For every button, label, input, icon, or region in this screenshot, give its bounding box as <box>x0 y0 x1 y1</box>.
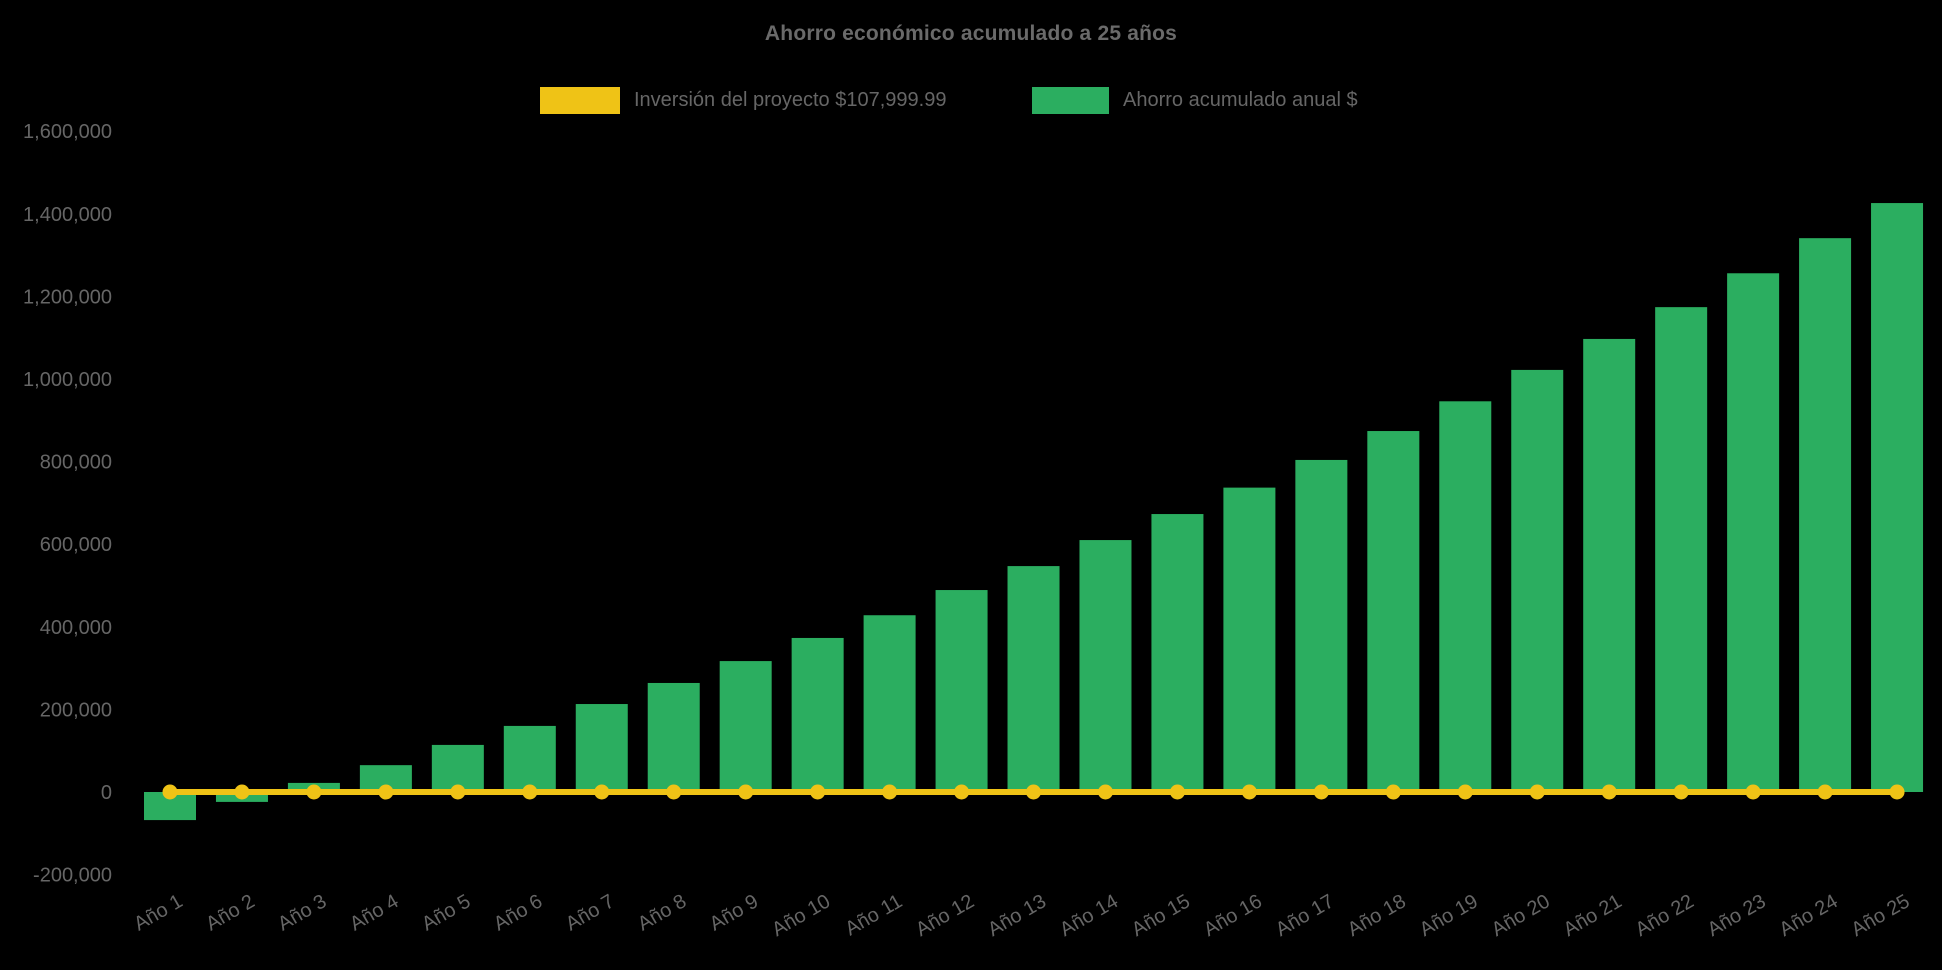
bar <box>935 590 988 792</box>
y-axis-tick-label: 200,000 <box>40 699 112 721</box>
x-axis-tick-label: Año 24 <box>1776 890 1842 941</box>
bar <box>647 682 700 792</box>
bar <box>1223 487 1276 792</box>
investment-line-marker <box>1601 784 1617 800</box>
investment-line-marker <box>1745 784 1761 800</box>
investment-line-marker <box>1457 784 1473 800</box>
x-axis-tick-label: Año 14 <box>1056 890 1122 941</box>
investment-line-marker <box>306 784 322 800</box>
legend-item-savings: Ahorro acumulado anual $ <box>1032 87 1358 114</box>
x-axis-tick-label: Año 13 <box>984 890 1050 941</box>
investment-line-marker <box>1889 784 1905 800</box>
bar <box>863 615 916 792</box>
y-axis-tick-label: 1,000,000 <box>23 369 112 391</box>
bar <box>431 744 484 792</box>
legend-label-savings: Ahorro acumulado anual $ <box>1123 89 1358 111</box>
bar <box>1871 203 1924 792</box>
bar <box>575 704 628 792</box>
x-axis-tick-label: Año 8 <box>634 890 690 935</box>
legend-swatch-investment-icon <box>540 87 620 114</box>
x-axis-tick-label: Año 5 <box>418 890 474 935</box>
investment-line-marker <box>1385 784 1401 800</box>
x-axis-tick-label: Año 17 <box>1272 890 1338 941</box>
x-axis-tick-label: Año 12 <box>912 890 978 941</box>
investment-line-marker <box>594 784 610 800</box>
bar <box>1007 566 1060 792</box>
x-axis-tick-label: Año 22 <box>1632 890 1698 941</box>
y-axis-tick-label: 600,000 <box>40 534 112 556</box>
chart-title: Ahorro económico acumulado a 25 años <box>764 22 1178 45</box>
investment-line-marker <box>1169 784 1185 800</box>
bar <box>1295 459 1348 792</box>
legend-label-investment: Inversión del proyecto $107,999.99 <box>634 89 947 111</box>
bar <box>1439 401 1492 792</box>
x-axis-tick-label: Año 9 <box>706 890 762 935</box>
bar <box>1367 431 1420 792</box>
x-axis-tick-label: Año 7 <box>562 890 618 935</box>
investment-line-marker <box>738 784 754 800</box>
bar <box>1799 238 1852 793</box>
investment-line-marker <box>666 784 682 800</box>
x-axis-tick-label: Año 10 <box>768 890 834 941</box>
x-axis-tick-label: Año 1 <box>130 890 186 935</box>
x-axis-tick-label: Año 20 <box>1488 890 1554 941</box>
bar <box>1079 540 1132 792</box>
x-axis-tick-label: Año 2 <box>202 890 258 935</box>
investment-line-marker <box>234 784 250 800</box>
investment-line-marker <box>450 784 466 800</box>
x-axis-tick-label: Año 23 <box>1704 890 1770 941</box>
bar <box>503 725 556 792</box>
bar <box>1655 307 1708 792</box>
investment-line-marker <box>378 784 394 800</box>
investment-line-marker <box>882 784 898 800</box>
bar <box>719 661 772 792</box>
investment-line-marker <box>1817 784 1833 800</box>
x-axis-tick-label: Año 6 <box>490 890 546 935</box>
x-axis-tick-label: Año 16 <box>1200 890 1266 941</box>
y-axis-tick-label: 800,000 <box>40 452 112 474</box>
y-axis-tick-label: 1,200,000 <box>23 286 112 308</box>
investment-line-marker <box>522 784 538 800</box>
x-axis-tick-label: Año 15 <box>1128 890 1194 941</box>
investment-line-marker <box>162 784 178 800</box>
investment-line-marker <box>1673 784 1689 800</box>
x-axis-tick-label: Año 4 <box>346 890 402 935</box>
investment-line-marker <box>1026 784 1042 800</box>
x-axis-tick-label: Año 18 <box>1344 890 1410 941</box>
investment-line-marker <box>1529 784 1545 800</box>
investment-line-marker <box>1313 784 1329 800</box>
x-axis-tick-label: Año 21 <box>1560 890 1626 941</box>
bar <box>1151 514 1204 792</box>
y-axis-tick-label: 1,400,000 <box>23 204 112 226</box>
bar <box>1511 369 1564 792</box>
investment-line-marker <box>810 784 826 800</box>
x-axis-tick-label: Año 11 <box>841 890 906 940</box>
bar <box>1583 338 1636 792</box>
bar <box>791 637 844 792</box>
investment-line-marker <box>954 784 970 800</box>
legend-item-investment: Inversión del proyecto $107,999.99 <box>540 87 946 114</box>
y-axis-tick-label: 0 <box>101 782 112 804</box>
x-axis-tick-label: Año 25 <box>1848 890 1914 941</box>
bar <box>1727 273 1780 793</box>
investment-line-marker <box>1097 784 1113 800</box>
y-axis-tick-label: 1,600,000 <box>23 121 112 143</box>
x-axis-tick-label: Año 19 <box>1416 890 1482 941</box>
y-axis-tick-label: -200,000 <box>33 865 112 887</box>
investment-line-marker <box>1241 784 1257 800</box>
legend-swatch-savings-icon <box>1032 87 1109 114</box>
y-axis-tick-label: 400,000 <box>40 617 112 639</box>
x-axis-tick-label: Año 3 <box>274 890 330 935</box>
